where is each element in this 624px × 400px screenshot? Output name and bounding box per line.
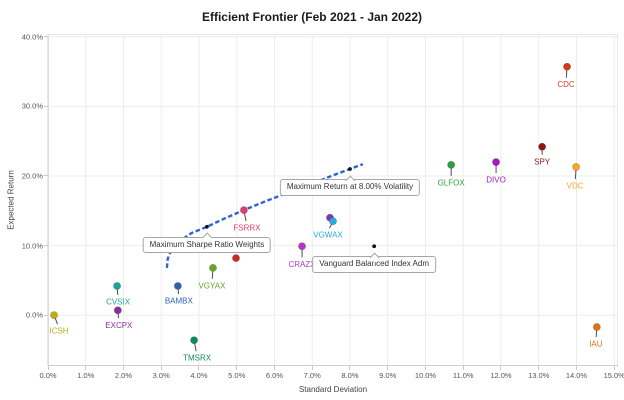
point-TMSRX[interactable] xyxy=(190,336,198,345)
point-FSRRX[interactable] xyxy=(240,206,248,214)
point-CVSIX[interactable] xyxy=(113,282,121,290)
x-tick-label: 5.0% xyxy=(228,371,246,380)
efficient-frontier-curve xyxy=(165,163,364,269)
point-label-VGYAX: VGYAX xyxy=(198,281,226,290)
point-CRAZX[interactable] xyxy=(298,242,306,251)
x-tick-mark xyxy=(122,366,124,370)
vanguard-balanced-point[interactable] xyxy=(372,244,377,249)
y-tick-mark xyxy=(44,314,48,316)
x-tick-label: 1.0% xyxy=(77,371,95,380)
x-tick-label: 10.0% xyxy=(414,371,437,380)
x-tick-mark xyxy=(538,366,540,370)
x-tick-mark xyxy=(424,366,426,370)
plot-border xyxy=(48,34,618,366)
x-axis-title: Standard Deviation xyxy=(298,385,368,394)
x-tick-mark xyxy=(47,366,49,370)
x-tick-label: 3.0% xyxy=(152,371,170,380)
x-tick-label: 0.0% xyxy=(39,371,57,380)
y-tick-label: 20.0% xyxy=(21,171,43,181)
point-label-CVSIX: CVSIX xyxy=(106,297,131,306)
y-tick-mark xyxy=(44,105,48,107)
y-tick-label: 40.0% xyxy=(21,32,43,42)
x-tick-mark xyxy=(500,366,502,370)
point-label-BAMBX: BAMBX xyxy=(165,296,194,305)
point-label-ICSH: ICSH xyxy=(49,327,68,336)
x-tick-label: 15.0% xyxy=(603,371,624,380)
plot-canvas: ICSH EXCPX CVSIX BAMBX VGYAX TMSRX FSRRX VGWAX C… xyxy=(47,34,618,366)
point-BAMBX[interactable] xyxy=(173,282,182,290)
point-label-GLFOX: GLFOX xyxy=(438,178,466,187)
x-tick-label: 13.0% xyxy=(528,371,550,380)
point-EXCPX[interactable] xyxy=(113,306,122,315)
max-return-8pct-point[interactable] xyxy=(348,167,352,171)
x-tick-mark xyxy=(198,366,200,370)
x-tick-mark xyxy=(160,366,162,370)
x-tick-mark xyxy=(273,366,275,370)
point-SPY[interactable] xyxy=(538,142,547,151)
max-sharpe-point[interactable] xyxy=(205,224,209,229)
x-tick-label: 8.0% xyxy=(341,371,359,380)
x-tick-label: 6.0% xyxy=(265,371,284,380)
x-tick-label: 12.0% xyxy=(490,371,512,380)
y-tick-mark xyxy=(44,245,48,247)
x-tick-label: 4.0% xyxy=(190,371,208,380)
point-label-EXCPX: EXCPX xyxy=(105,321,133,330)
point-ICSH[interactable] xyxy=(50,311,58,320)
point-label-CRAZX: CRAZX xyxy=(288,260,316,269)
chart-title: Efficient Frontier (Feb 2021 - Jan 2022) xyxy=(201,10,423,24)
x-tick-label: 11.0% xyxy=(452,371,474,380)
point-label-IAU: IAU xyxy=(589,340,603,349)
point-label-TMSRX: TMSRX xyxy=(183,354,212,363)
x-tick-label: 9.0% xyxy=(379,371,397,380)
x-tick-mark xyxy=(613,366,615,370)
point-label-CDC: CDC xyxy=(557,80,575,89)
x-tick-mark xyxy=(349,366,351,370)
point-GLFOX[interactable] xyxy=(447,160,456,169)
x-tick-label: 2.0% xyxy=(114,371,133,380)
y-tick-mark xyxy=(44,175,48,177)
x-tick-mark xyxy=(311,366,313,370)
x-tick-mark xyxy=(236,366,238,370)
y-tick-label: 30.0% xyxy=(21,101,43,111)
x-tick-label: 14.0% xyxy=(565,371,588,380)
point-IAU[interactable] xyxy=(592,323,601,331)
point-label-SPY: SPY xyxy=(534,157,551,166)
y-tick-label: 10.0% xyxy=(21,241,43,251)
x-tick-mark xyxy=(85,366,87,370)
point-label-DIVO: DIVO xyxy=(486,176,506,185)
y-tick-mark xyxy=(44,36,48,38)
x-tick-label: 7.0% xyxy=(303,371,321,380)
point-unlabeled-red[interactable] xyxy=(232,254,240,263)
point-VGWAX[interactable] xyxy=(329,217,337,226)
point-DIVO[interactable] xyxy=(492,158,500,166)
point-label-VGWAX: VGWAX xyxy=(313,231,343,240)
point-VGYAX[interactable] xyxy=(209,263,217,272)
x-tick-mark xyxy=(387,366,389,370)
plot-area: ICSH EXCPX CVSIX BAMBX VGYAX TMSRX FSRRX VGWAX C… xyxy=(47,34,618,366)
point-label-VDC: VDC xyxy=(567,181,584,190)
point-label-FSRRX: FSRRX xyxy=(233,224,261,233)
point-CDC[interactable] xyxy=(563,62,571,71)
x-tick-mark xyxy=(462,366,464,370)
x-tick-mark xyxy=(575,366,577,370)
point-VDC[interactable] xyxy=(572,163,580,171)
y-tick-label: 0.0% xyxy=(25,310,43,320)
